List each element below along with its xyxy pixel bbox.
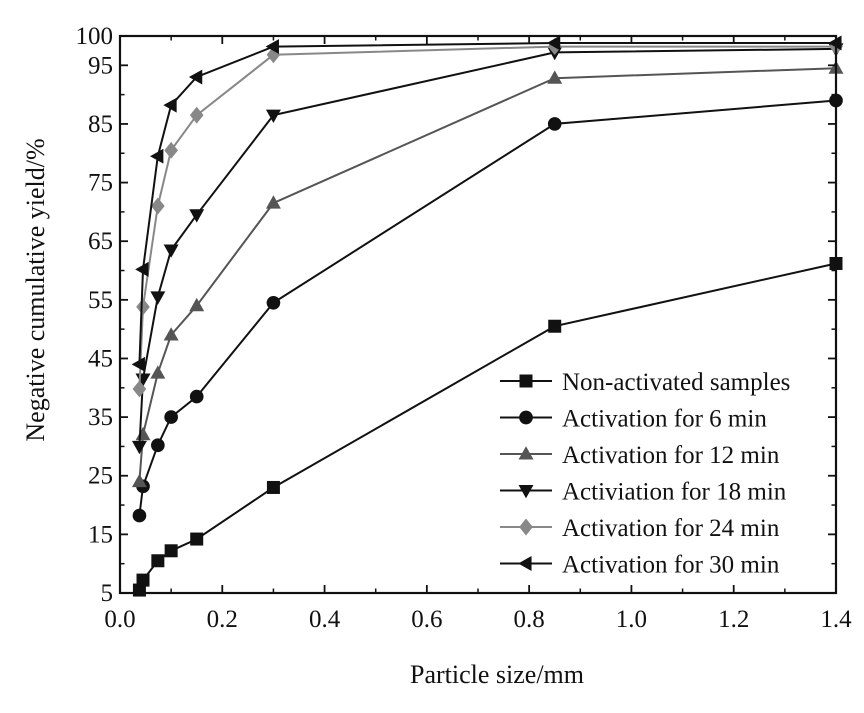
y-axis-title: Negative cumulative yield/% <box>21 138 50 441</box>
data-point <box>163 244 179 258</box>
y-tick-label: 55 <box>88 287 113 314</box>
axes-layer: 0.0 0.2 0.4 0.6 0.8 1.0 1.2 1.4 5 15 25 35 45 55 65 75 8… <box>76 23 853 633</box>
y-tick-label: 100 <box>76 23 114 50</box>
legend-item: Activation for 12 min <box>500 442 780 469</box>
series-line <box>138 45 836 390</box>
series-line <box>138 42 836 365</box>
x-axis-title: Particle size/mm <box>410 660 584 689</box>
x-tick-label: 1.2 <box>718 606 749 633</box>
data-point <box>150 291 166 305</box>
legend-label: Activation for 12 min <box>562 442 780 469</box>
data-point <box>135 261 149 277</box>
y-tick-label: 75 <box>88 170 113 197</box>
data-point <box>131 356 145 372</box>
legend-marker <box>519 410 533 425</box>
data-point <box>151 438 165 453</box>
data-point <box>164 544 178 558</box>
x-tick-label: 0.4 <box>309 606 341 633</box>
data-point <box>132 380 147 398</box>
data-point <box>265 39 279 55</box>
data-point <box>131 473 147 488</box>
data-point <box>546 35 561 51</box>
data-point <box>548 319 562 333</box>
data-point <box>188 69 203 85</box>
legend-marker <box>519 374 533 388</box>
series-1 <box>132 256 843 597</box>
data-point <box>547 117 562 131</box>
y-tick-label: 95 <box>88 52 113 79</box>
data-point <box>164 410 178 424</box>
data-point <box>189 106 204 124</box>
y-tick-label: 15 <box>88 521 113 548</box>
legend-item: Activation for 30 min <box>500 552 780 579</box>
legend: Non-activated samples Activation for 6 mi… <box>500 369 790 579</box>
data-point <box>265 109 281 123</box>
x-tick-label: 0.2 <box>207 606 238 633</box>
data-point <box>164 141 178 159</box>
series-line <box>138 67 837 482</box>
data-point <box>266 295 281 310</box>
x-tick-label: 0.0 <box>104 606 135 633</box>
series-6 <box>131 35 842 372</box>
y-tick-label: 65 <box>88 228 113 255</box>
y-tick-label: 45 <box>88 345 113 372</box>
legend-item: Activation for 6 min <box>500 406 767 433</box>
data-point <box>265 195 281 209</box>
series-line <box>138 47 837 447</box>
data-point <box>136 298 150 316</box>
legend-marker <box>518 484 534 499</box>
data-point <box>150 148 164 164</box>
y-tick-label: 5 <box>101 580 114 607</box>
data-point <box>828 35 842 51</box>
legend-item: Non-activated samples <box>500 369 790 396</box>
data-point <box>190 532 204 546</box>
x-tick-label: 1.4 <box>820 606 852 633</box>
data-point <box>151 197 165 215</box>
data-point <box>131 440 147 455</box>
data-point <box>189 297 205 312</box>
data-point <box>163 97 177 113</box>
legend-marker <box>518 556 532 571</box>
y-tick-label: 25 <box>88 463 113 490</box>
data-point <box>150 365 166 379</box>
plot-frame <box>118 34 838 595</box>
data-point <box>132 508 147 523</box>
legend-label: Activation for 6 min <box>562 406 767 433</box>
series-layer <box>131 35 844 597</box>
data-point <box>136 573 150 587</box>
data-point <box>547 70 563 84</box>
legend-item: Activation for 24 min <box>500 515 780 542</box>
legend-marker <box>519 518 533 536</box>
legend-label: Activation for 24 min <box>562 515 780 542</box>
data-point <box>163 327 179 341</box>
legend-marker <box>518 446 534 460</box>
data-point <box>135 426 151 441</box>
x-tick-label: 1.0 <box>616 606 647 633</box>
data-point <box>189 389 204 404</box>
legend-label: Non-activated samples <box>562 369 790 396</box>
series-line <box>138 99 837 516</box>
series-3 <box>131 60 844 488</box>
legend-label: Activiation for 18 min <box>562 479 787 506</box>
x-tick-label: 0.8 <box>514 606 545 633</box>
legend-label: Activation for 30 min <box>562 552 780 579</box>
y-tick-label: 85 <box>88 111 113 138</box>
data-point <box>189 209 205 223</box>
data-point <box>151 554 165 568</box>
legend-item: Activiation for 18 min <box>500 479 787 506</box>
x-tick-label: 0.6 <box>411 606 442 633</box>
data-point <box>266 480 280 494</box>
y-tick-label: 35 <box>88 404 113 431</box>
